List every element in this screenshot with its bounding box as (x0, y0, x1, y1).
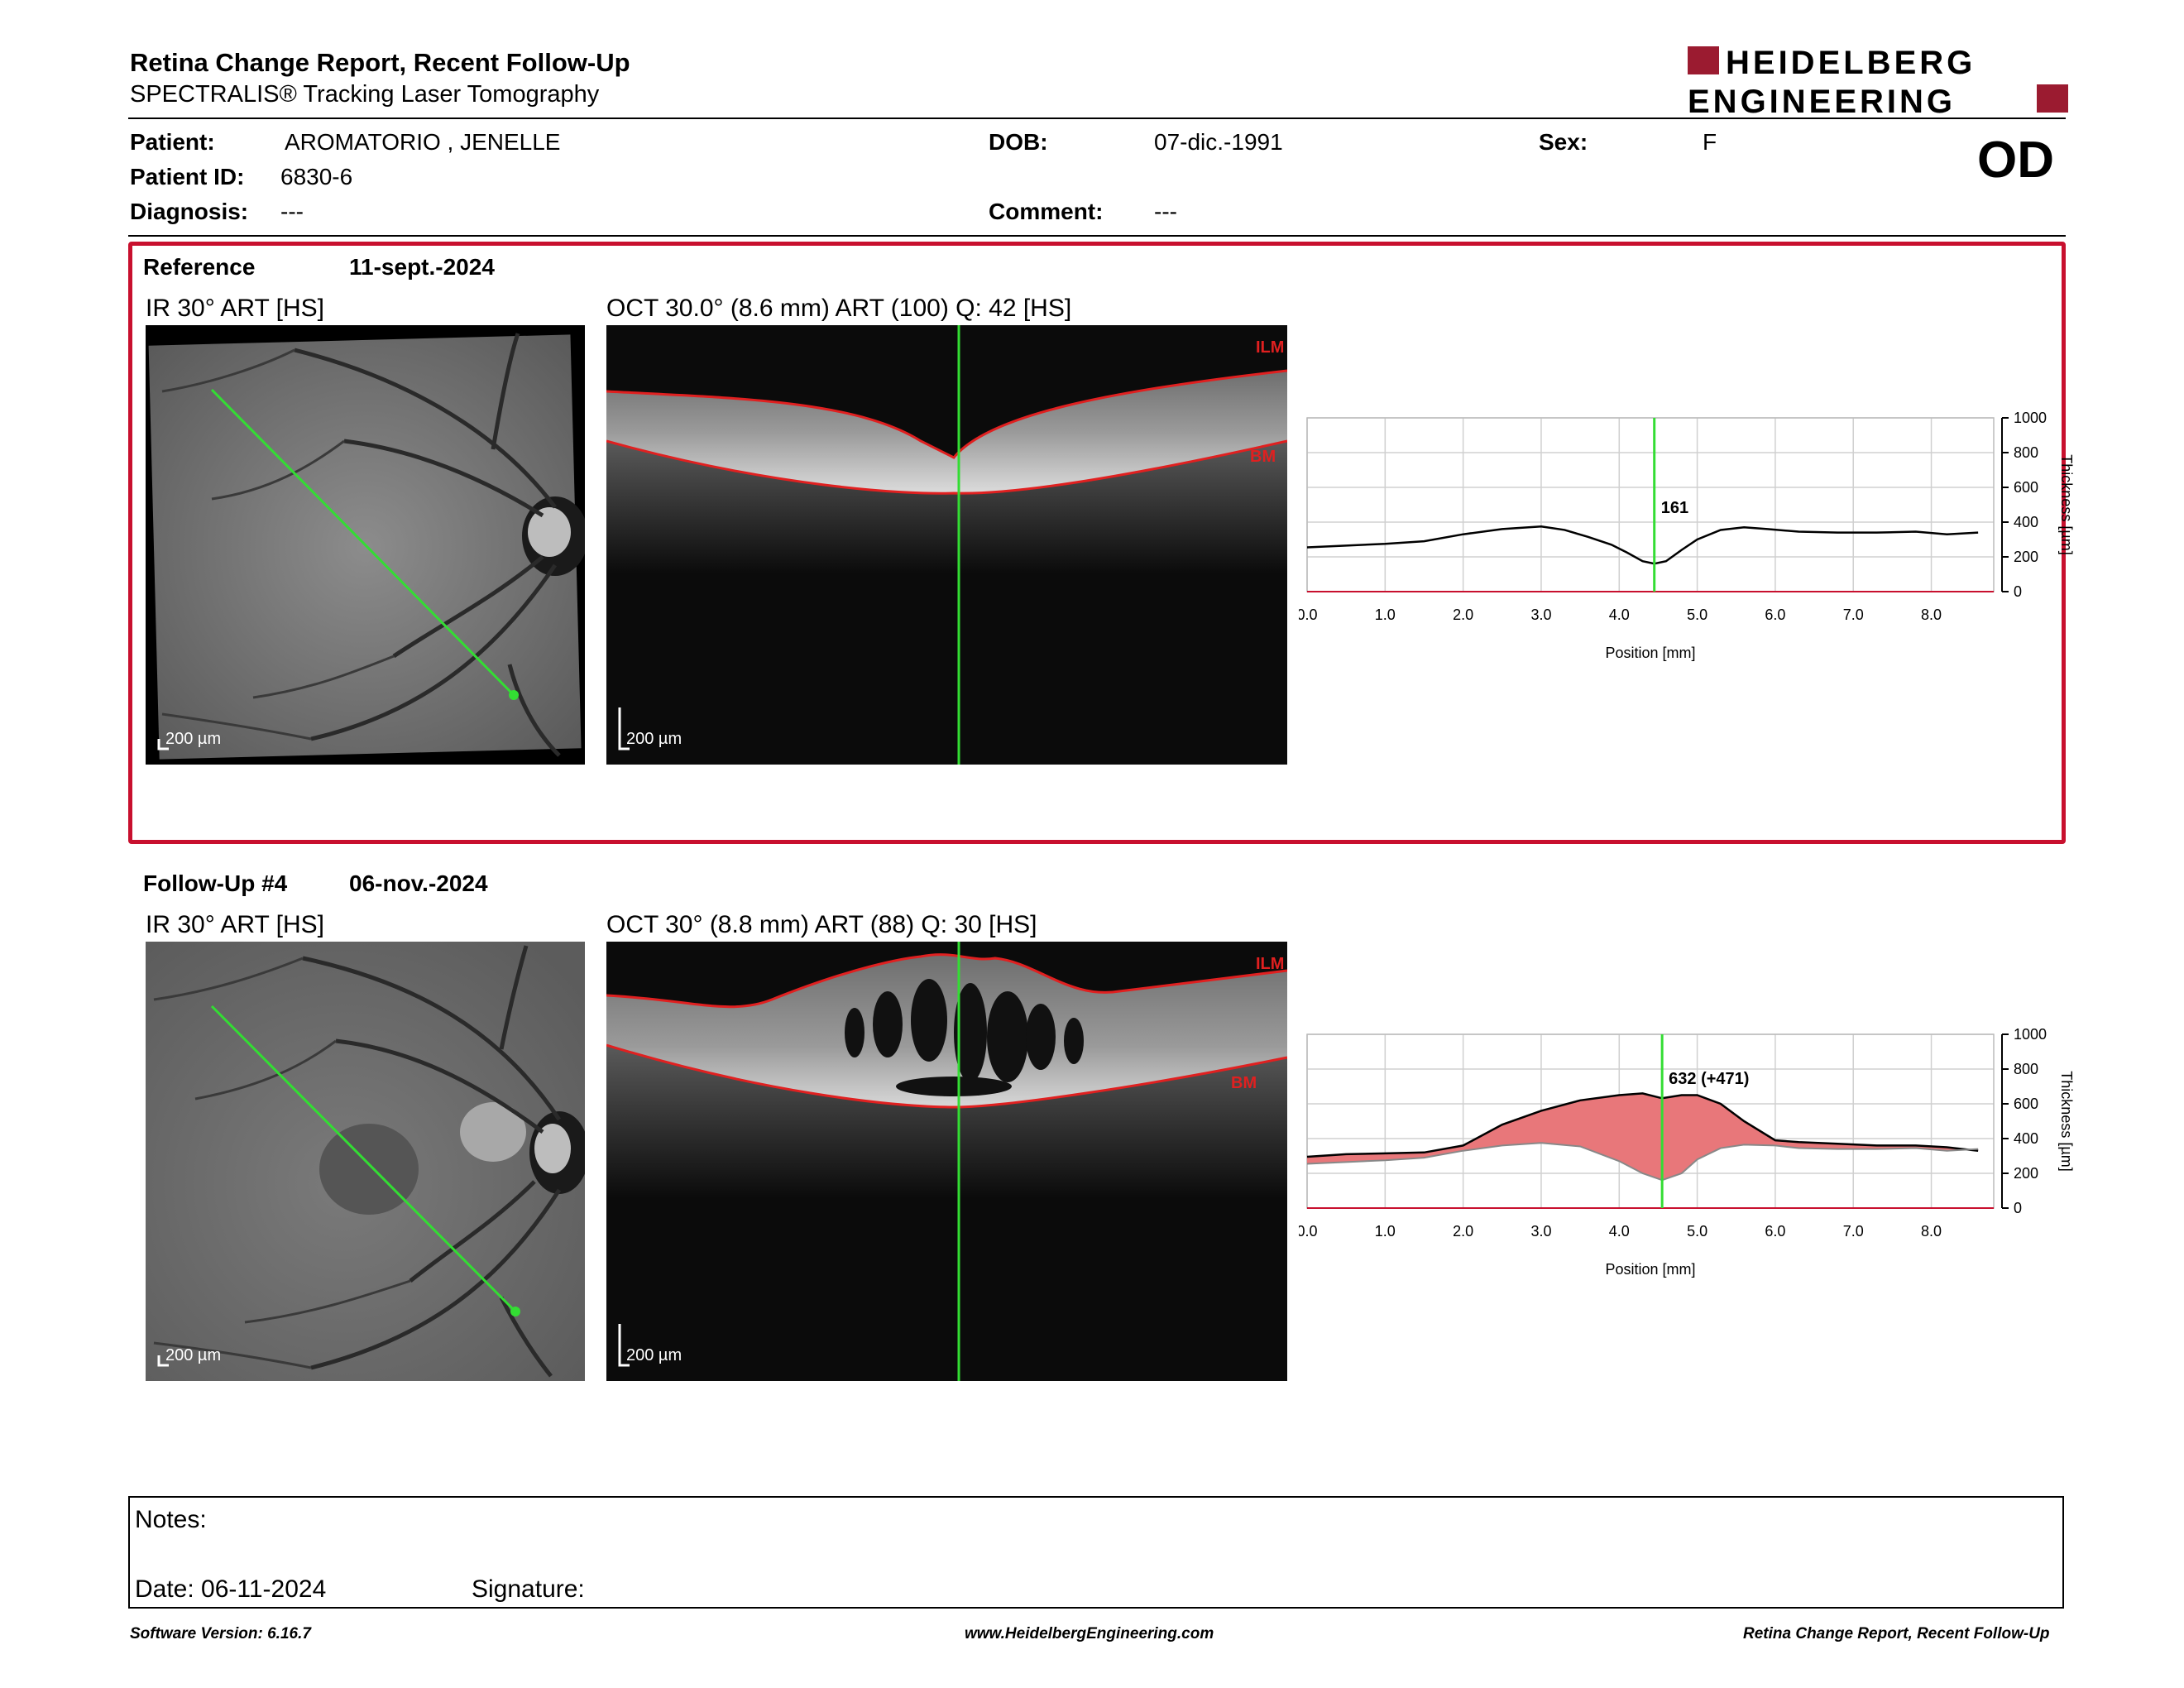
reference-ir-image: 200 µm (146, 325, 585, 765)
website-link[interactable]: www.HeidelbergEngineering.com (965, 1625, 1214, 1642)
followup-thickness-line (1306, 1092, 1979, 1158)
y-tick-label: 0 (2014, 583, 2022, 600)
x-tick-label: 0.0 (1299, 1223, 1318, 1240)
report-subtitle: SPECTRALIS® Tracking Laser Tomography (130, 81, 600, 108)
x-axis-label: Position [mm] (1605, 1261, 1695, 1278)
x-tick-label: 1.0 (1375, 1223, 1396, 1240)
svg-text:ILM: ILM (1256, 955, 1284, 973)
reference-frame (128, 242, 2066, 844)
reference-oct-image: ILM BM 200 µm (606, 325, 1287, 765)
followup-ir-image: 200 µm (146, 942, 585, 1381)
svg-text:ENGINEERING: ENGINEERING (1688, 84, 1956, 117)
y-axis-label: Thickness [µm] (2058, 454, 2075, 554)
x-tick-label: 8.0 (1921, 1223, 1942, 1240)
svg-text:BM: BM (1250, 448, 1276, 466)
software-version: Software Version: 6.16.7 (130, 1625, 311, 1642)
svg-text:ILM: ILM (1256, 338, 1284, 357)
x-tick-label: 3.0 (1530, 607, 1551, 623)
x-tick-label: 2.0 (1453, 607, 1473, 623)
x-tick-label: 6.0 (1765, 1223, 1785, 1240)
followup-ir-caption: IR 30° ART [HS] (146, 911, 324, 938)
comment-value: --- (1154, 199, 1177, 224)
dob-value: 07-dic.-1991 (1154, 129, 1283, 155)
svg-text:200 µm: 200 µm (165, 730, 221, 748)
heidelberg-logo: HEIDELBERG ENGINEERING (1688, 45, 2068, 117)
x-tick-label: 8.0 (1921, 607, 1942, 623)
sex-label: Sex: (1539, 129, 1588, 155)
x-axis-label: Position [mm] (1605, 645, 1695, 661)
y-tick-label: 400 (2014, 514, 2038, 530)
change-area (1307, 1093, 1979, 1181)
comment-label: Comment: (989, 199, 1104, 224)
x-tick-label: 4.0 (1609, 607, 1630, 623)
patient-id-value: 6830-6 (280, 164, 353, 189)
followup-label: Follow-Up #4 (143, 870, 288, 896)
reference-label: Reference (143, 254, 256, 280)
x-tick-label: 3.0 (1530, 1223, 1551, 1240)
y-tick-label: 1000 (2014, 410, 2047, 426)
svg-text:200 µm: 200 µm (626, 730, 682, 748)
svg-text:BM: BM (1231, 1074, 1257, 1092)
signature-label[interactable]: Signature: (472, 1575, 585, 1603)
svg-text:HEIDELBERG: HEIDELBERG (1726, 45, 1976, 81)
notes-label: Notes: (135, 1506, 207, 1533)
svg-text:200 µm: 200 µm (165, 1346, 221, 1364)
y-tick-label: 0 (2014, 1200, 2022, 1216)
x-tick-label: 0.0 (1299, 607, 1318, 623)
x-tick-label: 1.0 (1375, 607, 1396, 623)
diagnosis-value: --- (280, 199, 304, 224)
y-tick-label: 200 (2014, 549, 2038, 565)
y-tick-label: 400 (2014, 1130, 2038, 1147)
footer-report-name: Retina Change Report, Recent Follow-Up (1743, 1625, 2050, 1642)
marker-value-label: 632 (+471) (1669, 1070, 1749, 1088)
x-tick-label: 4.0 (1609, 1223, 1630, 1240)
diagnosis-label: Diagnosis: (130, 199, 249, 224)
x-tick-label: 2.0 (1453, 1223, 1473, 1240)
y-tick-label: 600 (2014, 479, 2038, 496)
reference-oct-caption: OCT 30.0° (8.6 mm) ART (100) Q: 42 [HS] (606, 295, 1072, 322)
eye-indicator: OD (1977, 132, 2054, 189)
x-tick-label: 5.0 (1687, 607, 1707, 623)
sex-value: F (1703, 129, 1717, 155)
y-tick-label: 1000 (2014, 1026, 2047, 1043)
report-title: Retina Change Report, Recent Follow-Up (130, 48, 630, 77)
notes-date: Date: 06-11-2024 (135, 1575, 327, 1603)
marker-value-label: 161 (1661, 499, 1688, 517)
followup-date: 06-nov.-2024 (349, 870, 488, 896)
followup-oct-image: ILM BM 200 µm (606, 942, 1287, 1381)
x-tick-label: 7.0 (1843, 1223, 1864, 1240)
followup-oct-caption: OCT 30° (8.8 mm) ART (88) Q: 30 [HS] (606, 911, 1037, 938)
y-tick-label: 800 (2014, 444, 2038, 461)
thickness-line (1306, 525, 1979, 565)
patient-label: Patient: (130, 129, 215, 155)
svg-text:200 µm: 200 µm (626, 1346, 682, 1364)
y-axis-label: Thickness [µm] (2058, 1071, 2075, 1171)
reference-date: 11-sept.-2024 (349, 254, 495, 280)
y-tick-label: 200 (2014, 1165, 2038, 1182)
followup-thickness-chart: 0 200 400 600 800 1000 0.0 1.0 2.0 3.0 4.0 5.0 6.0 7.… (1299, 1026, 2076, 1291)
x-tick-label: 5.0 (1687, 1223, 1707, 1240)
notes-box: Notes: Date: 06-11-2024 Signature: (128, 1496, 2064, 1609)
patient-id-label: Patient ID: (130, 164, 245, 189)
reference-thickness-chart: 0 200 400 600 800 1000 0.0 1.0 2.0 3.0 4.0 5.0 6.0 7.… (1299, 410, 2076, 674)
plot-frame (1306, 417, 1995, 592)
patient-name: AROMATORIO , JENELLE (285, 129, 561, 155)
reference-ir-caption: IR 30° ART [HS] (146, 295, 324, 322)
y-tick-label: 600 (2014, 1096, 2038, 1112)
y-tick-label: 800 (2014, 1061, 2038, 1077)
x-tick-label: 7.0 (1843, 607, 1864, 623)
x-tick-label: 6.0 (1765, 607, 1785, 623)
dob-label: DOB: (989, 129, 1048, 155)
reference-thickness-line (1306, 1142, 1979, 1182)
